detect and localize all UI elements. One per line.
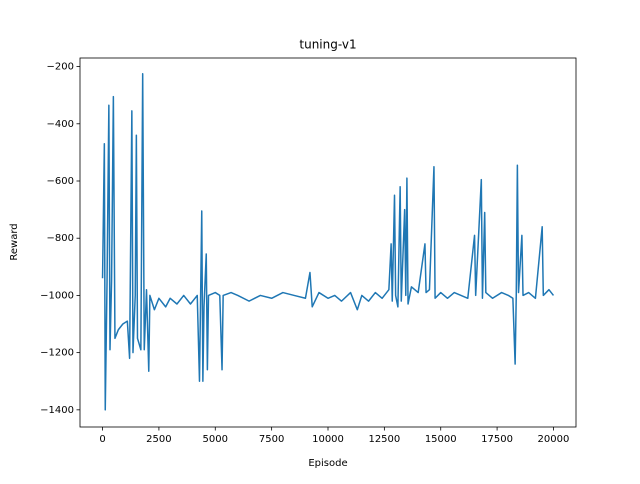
y-tick-label: −1200	[40, 348, 74, 359]
x-tick-label: 7500	[259, 434, 284, 445]
y-tick-label: −800	[47, 233, 74, 244]
y-axis-label: Reward	[9, 223, 20, 260]
y-tick-label: −200	[47, 62, 74, 73]
y-tick-label: −1000	[40, 290, 74, 301]
x-tick-label: 20000	[538, 434, 570, 445]
x-tick-label: 2500	[146, 434, 171, 445]
x-tick-label: 10000	[312, 434, 344, 445]
y-tick-label: −1400	[40, 405, 74, 416]
x-tick-label: 5000	[203, 434, 228, 445]
x-tick-label: 0	[99, 434, 105, 445]
x-axis-label: Episode	[308, 458, 347, 469]
x-tick-label: 12500	[368, 434, 400, 445]
plot-frame	[79, 57, 577, 428]
chart-title: tuning-v1	[299, 38, 356, 52]
x-tick-label: 17500	[481, 434, 513, 445]
data-line	[101, 72, 555, 411]
y-tick-label: −400	[47, 119, 74, 130]
x-tick-label: 15000	[425, 434, 457, 445]
y-tick-label: −600	[47, 176, 74, 187]
